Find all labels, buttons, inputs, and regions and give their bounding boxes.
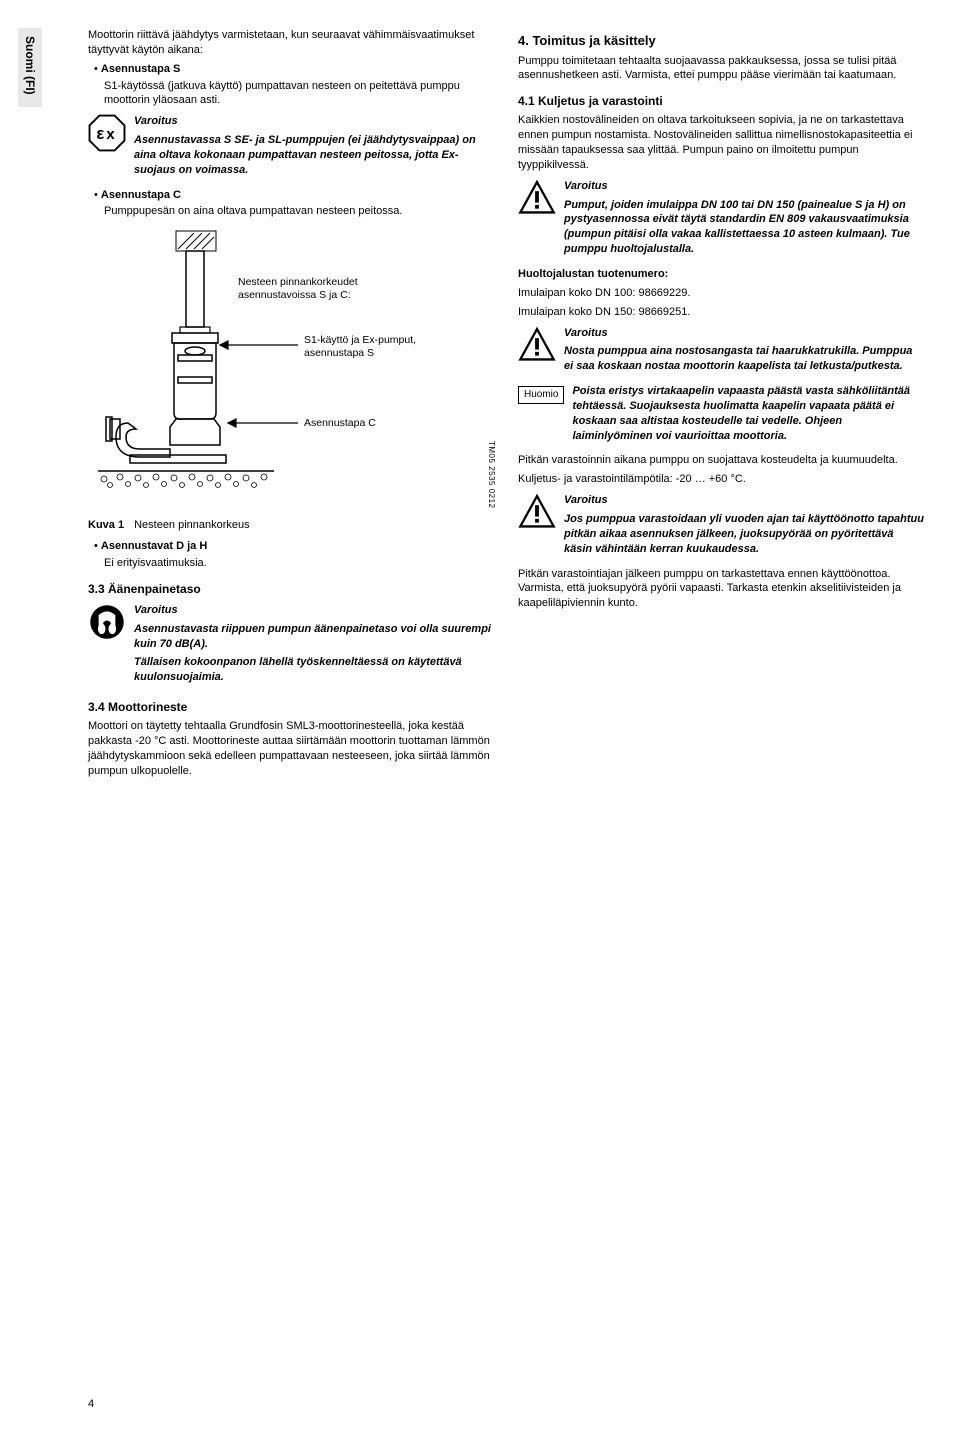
huolto-title: Huoltojalustan tuotenumero: xyxy=(518,267,924,282)
ear-protection-icon xyxy=(88,603,126,641)
warn2-title: Varoitus xyxy=(564,326,924,341)
intro-text: Moottorin riittävä jäähdytys varmistetaa… xyxy=(88,28,494,58)
warning-triangle-icon xyxy=(518,493,556,531)
warn3-title: Varoitus xyxy=(564,493,924,508)
p-4-1: Kaikkien nostovälineiden on oltava tarko… xyxy=(518,113,924,172)
warn-ex-title: Varoitus xyxy=(134,114,494,129)
fig-label-c: Asennustapa C xyxy=(304,417,376,429)
language-tab: Suomi (FI) xyxy=(18,28,42,107)
warning-storage: Varoitus Jos pumppua varastoidaan yli vu… xyxy=(518,493,924,560)
page-number: 4 xyxy=(88,1397,94,1412)
huolto-2: Imulaipan koko DN 150: 98669251. xyxy=(518,305,924,320)
huomio-body: Poista eristys virtakaapelin vapaasta pä… xyxy=(572,384,924,443)
warn-sound-l2: Tällaisen kokoonpanon lähellä työskennel… xyxy=(134,655,494,685)
warn-sound-title: Varoitus xyxy=(134,603,494,618)
p-4: Pumppu toimitetaan tehtaalta suojaavassa… xyxy=(518,54,924,84)
warn3-body: Jos pumppua varastoidaan yli vuoden ajan… xyxy=(564,512,924,557)
fig-label-s1: S1-käyttö ja Ex-pumput,asennustapa S xyxy=(304,334,416,359)
bullet-s: Asennustapa S xyxy=(94,62,494,77)
fig-label-levels: Nesteen pinnankorkeudetasennustavoissa S… xyxy=(238,276,358,301)
warn2-body: Nosta pumppua aina nostosangasta tai haa… xyxy=(564,344,924,374)
figure-ref: TM05 2535 0212 xyxy=(485,441,496,509)
warn1-title: Varoitus xyxy=(564,179,924,194)
figure-1: Nesteen pinnankorkeudetasennustavoissa S… xyxy=(88,227,494,512)
heading-3-3: 3.3 Äänenpainetaso xyxy=(88,581,494,597)
sub-dh: Ei erityisvaatimuksia. xyxy=(104,556,494,571)
p-storage-1: Pitkän varastoinnin aikana pumppu on suo… xyxy=(518,453,924,468)
warning-sound: Varoitus Asennustavasta riippuen pumpun … xyxy=(88,603,494,689)
warning-stability: Varoitus Pumput, joiden imulaippa DN 100… xyxy=(518,179,924,261)
p-storage-2: Kuljetus- ja varastointilämpötila: -20 …… xyxy=(518,472,924,487)
bullet-c: Asennustapa C xyxy=(94,188,494,203)
warn-sound-l1: Asennustavasta riippuen pumpun äänenpain… xyxy=(134,622,494,652)
sub-s: S1-käytössä (jatkuva käyttö) pumpattavan… xyxy=(104,79,494,109)
heading-4: 4. Toimitus ja käsittely xyxy=(518,32,924,50)
svg-text:x: x xyxy=(106,126,115,143)
heading-3-4: 3.4 Moottorineste xyxy=(88,699,494,715)
p-3-4: Moottori on täytetty tehtaalla Grundfosi… xyxy=(88,719,494,778)
huomio-note: Huomio Poista eristys virtakaapelin vapa… xyxy=(518,384,924,447)
bullet-dh: Asennustavat D ja H xyxy=(94,539,494,554)
warn1-body: Pumput, joiden imulaippa DN 100 tai DN 1… xyxy=(564,198,924,257)
warning-triangle-icon xyxy=(518,179,556,217)
warning-lift: Varoitus Nosta pumppua aina nostosangast… xyxy=(518,326,924,379)
warning-ex: ε x Varoitus Asennustavassa S SE- ja SL-… xyxy=(88,114,494,181)
sub-c: Pumppupesän on aina oltava pumpattavan n… xyxy=(104,204,494,219)
p-last: Pitkän varastointiajan jälkeen pumppu on… xyxy=(518,567,924,612)
huomio-label: Huomio xyxy=(518,386,564,404)
ex-icon: ε x xyxy=(88,114,126,152)
huolto-1: Imulaipan koko DN 100: 98669229. xyxy=(518,286,924,301)
svg-text:ε: ε xyxy=(96,124,104,143)
right-column: 4. Toimitus ja käsittely Pumppu toimitet… xyxy=(518,28,924,783)
left-column: Moottorin riittävä jäähdytys varmistetaa… xyxy=(88,28,494,783)
figure-caption: Kuva 1Nesteen pinnankorkeus xyxy=(88,518,494,533)
warning-triangle-icon xyxy=(518,326,556,364)
warn-ex-body: Asennustavassa S SE- ja SL-pumppujen (ei… xyxy=(134,133,494,178)
heading-4-1: 4.1 Kuljetus ja varastointi xyxy=(518,93,924,109)
